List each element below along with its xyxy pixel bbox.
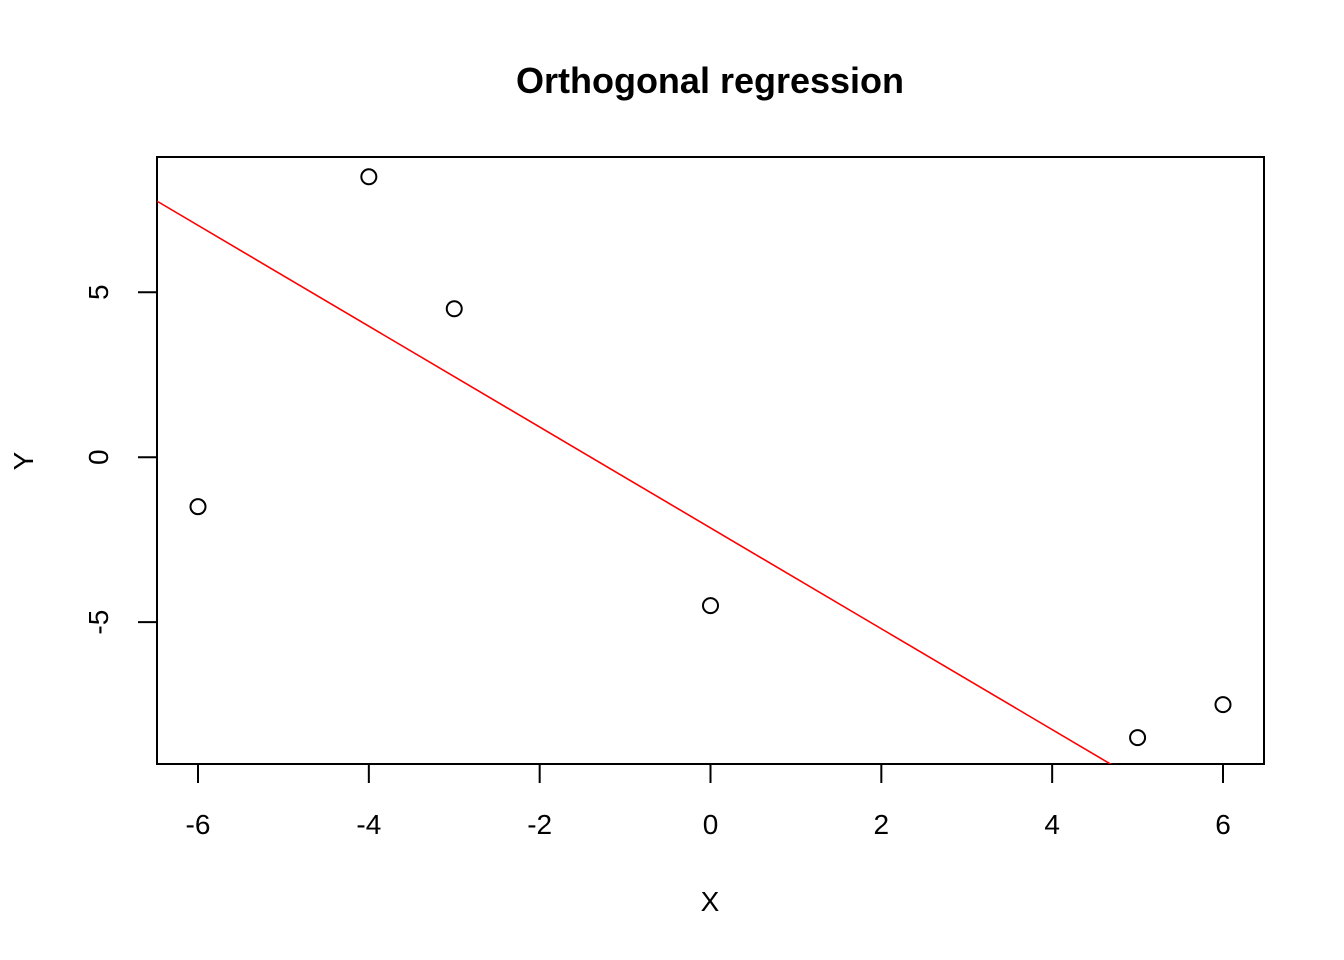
y-tick-label: 5 — [83, 284, 114, 300]
plot-frame — [156, 156, 1265, 765]
data-point — [1129, 729, 1147, 747]
data-point — [1214, 696, 1232, 714]
y-axis: -5 0 5 — [83, 284, 158, 635]
data-point — [189, 498, 207, 516]
x-tick-label: 4 — [1044, 809, 1060, 840]
x-tick-label: -2 — [527, 809, 552, 840]
data-point — [702, 597, 719, 615]
y-tick-label: -5 — [83, 610, 114, 635]
x-tick-label: -6 — [186, 809, 211, 840]
chart-title: Orthogonal regression — [516, 60, 904, 101]
y-axis-label: Y — [8, 451, 39, 470]
x-axis: -6 -4 -2 0 2 4 6 — [186, 763, 1231, 840]
plot-area — [157, 168, 1232, 764]
x-tick-label: 2 — [874, 809, 890, 840]
x-tick-label: -4 — [356, 809, 381, 840]
y-tick-label: 0 — [83, 449, 114, 465]
data-point — [360, 168, 378, 186]
x-axis-label: X — [701, 886, 720, 917]
x-tick-label: 0 — [703, 809, 719, 840]
x-tick-label: 6 — [1215, 809, 1231, 840]
regression-line — [157, 200, 1112, 764]
data-point — [445, 300, 463, 318]
